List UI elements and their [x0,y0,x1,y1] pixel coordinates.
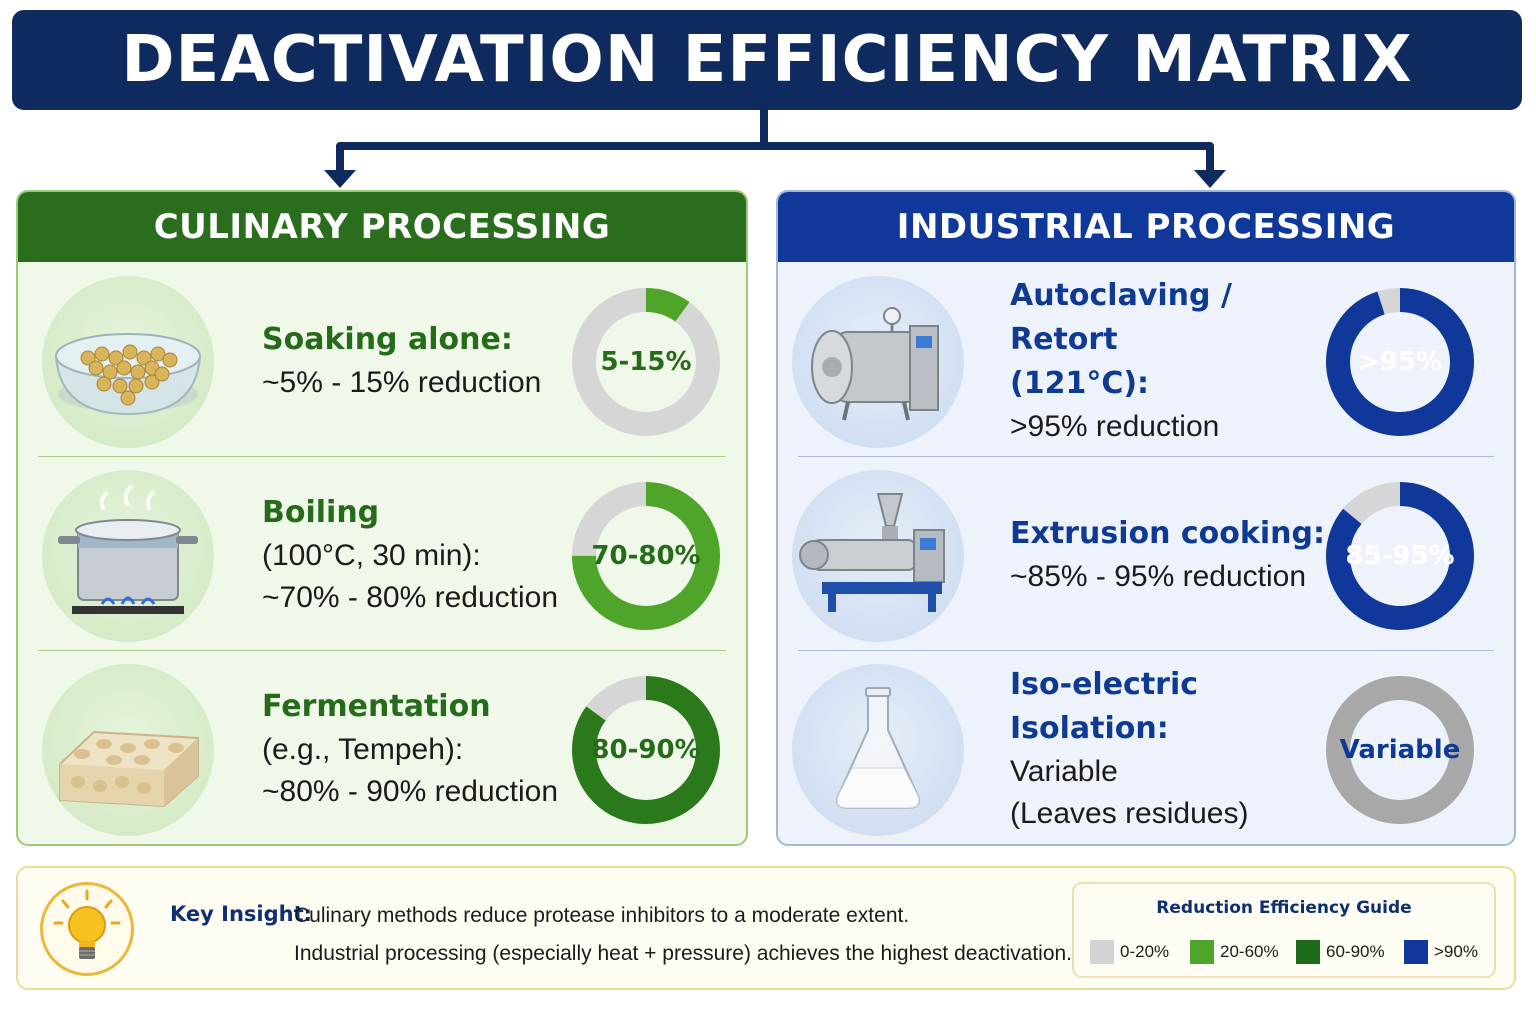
legend-label: >90% [1434,942,1478,961]
extruder-icon [792,470,964,642]
title-banner: DEACTIVATION EFFICIENCY MATRIX [12,10,1522,110]
row-divider [38,650,726,651]
autoclave-text: Autoclaving / Retort (121°C): >95% reduc… [1010,264,1330,458]
industrial-header: INDUSTRIAL PROCESSING [778,192,1514,262]
donut-arc [1326,482,1474,630]
donut-label: Variable [1339,735,1461,765]
legend-item: 20-60% [1190,940,1279,964]
method-title: Soaking alone: [262,322,513,357]
autoclave-icon [792,276,964,448]
legend-title: Reduction Efficiency Guide [1156,898,1412,918]
boiling-text: Boiling (100°C, 30 min): ~70% - 80% redu… [262,458,562,652]
method-detail: ~85% - 95% reduction [1010,560,1307,593]
soybean-bowl-icon [42,276,214,448]
donut-label: 5-15% [600,347,692,377]
method-detail: (100°C, 30 min): [262,539,481,572]
method-title: Boiling [262,495,380,530]
culinary-row-fermentation: Fermentation (e.g., Tempeh): ~80% - 90% … [18,652,746,844]
insight-text-line2: Industrial processing (especially heat +… [294,942,1073,965]
donut-fermentation: 80-90% [570,674,722,826]
culinary-row-soaking: Soaking alone: ~5% - 15% reduction 5-15% [18,264,746,458]
method-title: Iso-electric Isolation: [1010,667,1199,746]
boiling-pot-icon [42,470,214,642]
donut-isolation: Variable [1324,674,1476,826]
row-divider [798,650,1494,651]
donut-boiling: 70-80% [570,480,722,632]
method-title: Extrusion cooking: [1010,516,1325,551]
legend-swatch [1090,940,1114,964]
legend-label: 0-20% [1120,942,1170,961]
method-detail: Variable [1010,755,1118,788]
industrial-row-extrusion: Extrusion cooking: ~85% - 95% reduction … [778,458,1514,652]
key-insight-box: Key Insight: Culinary methods reduce pro… [16,866,1516,990]
insight-text-line1: Culinary methods reduce protease inhibit… [294,904,910,927]
donut-label: 85-95% [1345,541,1455,571]
method-detail: ~5% - 15% reduction [262,366,542,399]
flask-icon [792,664,964,836]
donut-soaking: 5-15% [570,286,722,438]
donut-arc [572,676,720,824]
culinary-panel: CULINARY PROCESSING Soaking alone: ~5% - [16,190,748,846]
method-title: Autoclaving / Retort [1010,278,1232,357]
soaking-text: Soaking alone: ~5% - 15% reduction [262,264,562,458]
method-detail: (e.g., Tempeh): [262,733,464,766]
legend-item: 0-20% [1090,940,1169,964]
method-title: Fermentation [262,689,491,724]
legend-swatch [1404,940,1428,964]
industrial-row-isolation: Iso-electric Isolation: Variable (Leaves… [778,652,1514,844]
culinary-header: CULINARY PROCESSING [18,192,746,262]
extrusion-text: Extrusion cooking: ~85% - 95% reduction [1010,458,1330,652]
legend-swatch [1190,940,1214,964]
efficiency-legend: Reduction Efficiency Guide 0-20% 20-60% … [1072,882,1496,978]
legend-item: 60-90% [1296,940,1385,964]
donut-label: 80-90% [591,735,701,765]
method-detail: ~80% - 90% reduction [262,775,559,808]
tempeh-block-icon [42,664,214,836]
method-title-cont: (121°C): [1010,366,1150,401]
method-detail: >95% reduction [1010,410,1220,443]
legend-item: >90% [1404,940,1478,964]
donut-label: >95% [1357,347,1443,377]
culinary-row-boiling: Boiling (100°C, 30 min): ~70% - 80% redu… [18,458,746,652]
fermentation-text: Fermentation (e.g., Tempeh): ~80% - 90% … [262,652,562,844]
method-detail: (Leaves residues) [1010,797,1249,830]
row-divider [38,456,726,457]
page-title: DEACTIVATION EFFICIENCY MATRIX [121,23,1413,97]
insight-label: Key Insight: [170,902,313,926]
donut-extrusion: 85-95% [1324,480,1476,632]
donut-autoclave: >95% [1324,286,1476,438]
donut-arc [1326,288,1474,436]
legend-swatch [1296,940,1320,964]
donut-arc [572,288,720,436]
donut-arc [1326,676,1474,824]
legend-label: 20-60% [1220,942,1279,961]
row-divider [798,456,1494,457]
donut-label: 70-80% [591,541,701,571]
industrial-row-autoclave: Autoclaving / Retort (121°C): >95% reduc… [778,264,1514,458]
method-detail: ~70% - 80% reduction [262,581,559,614]
donut-arc [572,482,720,630]
isolation-text: Iso-electric Isolation: Variable (Leaves… [1010,652,1330,844]
lightbulb-icon [40,882,134,976]
legend-label: 60-90% [1326,942,1385,961]
industrial-panel: INDUSTRIAL PROCESSING Autoclaving / Reto… [776,190,1516,846]
